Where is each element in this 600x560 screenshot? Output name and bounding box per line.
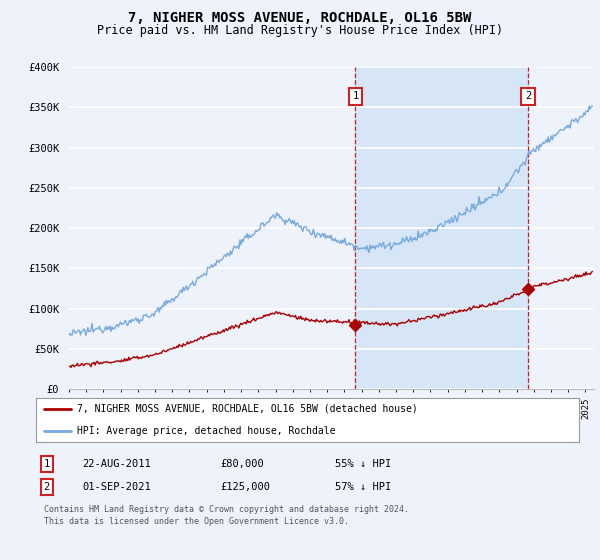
- Text: 55% ↓ HPI: 55% ↓ HPI: [335, 459, 391, 469]
- Text: Contains HM Land Registry data © Crown copyright and database right 2024.
This d: Contains HM Land Registry data © Crown c…: [44, 505, 409, 526]
- Text: HPI: Average price, detached house, Rochdale: HPI: Average price, detached house, Roch…: [77, 426, 335, 436]
- Text: 57% ↓ HPI: 57% ↓ HPI: [335, 482, 391, 492]
- Text: 7, NIGHER MOSS AVENUE, ROCHDALE, OL16 5BW: 7, NIGHER MOSS AVENUE, ROCHDALE, OL16 5B…: [128, 11, 472, 25]
- Text: 2: 2: [44, 482, 50, 492]
- Text: 1: 1: [352, 91, 359, 101]
- Text: £125,000: £125,000: [221, 482, 271, 492]
- Text: Price paid vs. HM Land Registry's House Price Index (HPI): Price paid vs. HM Land Registry's House …: [97, 24, 503, 37]
- Text: 22-AUG-2011: 22-AUG-2011: [82, 459, 151, 469]
- Bar: [355, 67, 528, 389]
- Text: 1: 1: [44, 459, 50, 469]
- Text: 2: 2: [525, 91, 531, 101]
- Text: £80,000: £80,000: [221, 459, 265, 469]
- Text: 7, NIGHER MOSS AVENUE, ROCHDALE, OL16 5BW (detached house): 7, NIGHER MOSS AVENUE, ROCHDALE, OL16 5B…: [77, 404, 418, 414]
- Text: 01-SEP-2021: 01-SEP-2021: [82, 482, 151, 492]
